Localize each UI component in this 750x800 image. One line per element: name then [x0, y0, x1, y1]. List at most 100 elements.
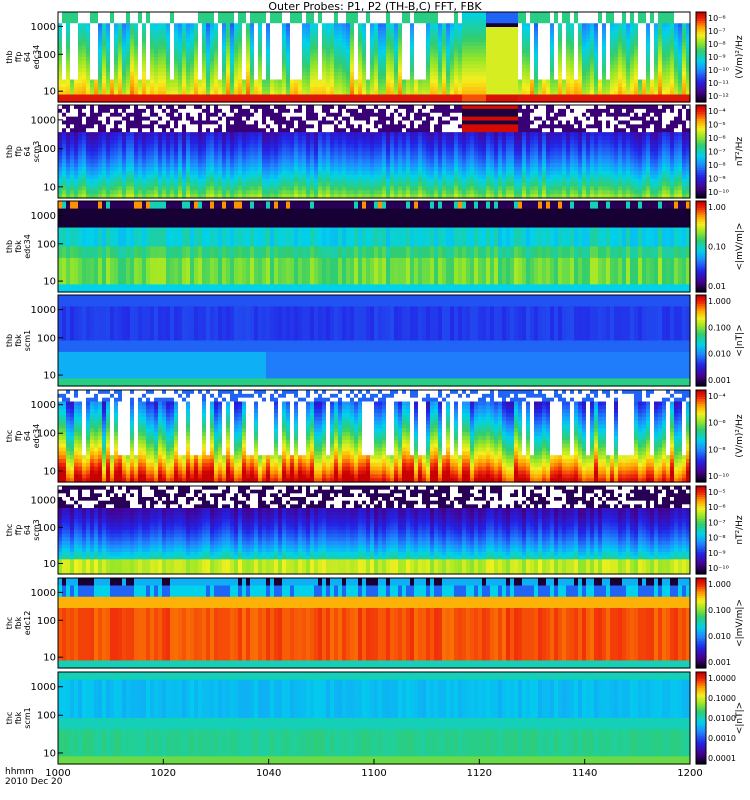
spectrogram-cell — [146, 90, 151, 96]
spectrogram-cell — [638, 53, 643, 58]
spectrogram-cell — [582, 12, 587, 17]
spectrogram-cell — [138, 182, 143, 187]
spectrogram-cell — [602, 98, 607, 103]
spectrogram-cell — [274, 64, 279, 69]
spectrogram-cell — [182, 34, 187, 39]
spectrogram-cell — [166, 30, 171, 36]
spectrogram-cell — [526, 12, 531, 17]
spectrogram-cell — [542, 72, 547, 77]
spectrogram-cell — [238, 159, 243, 164]
spectrogram-cell — [166, 151, 171, 156]
spectrogram-cell — [178, 34, 183, 39]
spectrogram-cell — [638, 49, 643, 54]
spectrogram-cell — [642, 27, 647, 32]
spectrogram-cell — [630, 60, 635, 66]
spectrogram-cell — [670, 49, 675, 54]
spectrogram-cell — [134, 108, 139, 114]
spectrogram-cell — [558, 94, 563, 99]
spectrogram-cell — [106, 38, 111, 43]
spectrogram-cell — [446, 30, 451, 36]
spectrogram-cell — [502, 87, 507, 92]
spectrogram-cell — [458, 45, 463, 51]
spectrogram-cell — [646, 49, 651, 54]
spectrogram-cell — [486, 45, 491, 51]
spectrogram-cell — [202, 147, 207, 153]
spectrogram-cell — [126, 105, 131, 110]
spectrogram-cell — [182, 143, 187, 149]
spectrogram-cell — [74, 34, 79, 39]
spectrogram-cell — [106, 116, 111, 122]
spectrogram-cell — [182, 94, 187, 99]
spectrogram-cell — [350, 42, 355, 47]
spectrogram-cell — [386, 49, 391, 54]
spectrogram-cell — [474, 72, 479, 77]
spectrogram-cell — [630, 68, 635, 73]
spectrogram-cell — [622, 49, 627, 54]
spectrogram-cell — [662, 12, 667, 17]
spectrogram-cell — [378, 98, 383, 103]
spectrogram-cell — [182, 64, 187, 69]
spectrogram-cell — [234, 23, 239, 28]
spectrogram-cell — [94, 143, 99, 149]
spectrogram-cell — [618, 60, 623, 66]
spectrogram-cell — [334, 19, 339, 24]
spectrogram-cell — [434, 72, 439, 77]
spectrogram-cell — [194, 75, 199, 81]
spectrogram-cell — [474, 60, 479, 66]
spectrogram-cell — [222, 190, 227, 195]
spectrogram-cell — [394, 60, 399, 66]
spectrogram-cell — [470, 87, 475, 92]
spectrogram-cell — [558, 38, 563, 43]
spectrogram-cell — [138, 45, 143, 51]
spectrogram-cell — [86, 143, 91, 149]
spectrogram-cell — [126, 120, 131, 125]
spectrogram-cell — [194, 53, 199, 58]
spectrogram-cell — [382, 72, 387, 77]
spectrogram-cell — [102, 87, 107, 92]
spectrogram-cell — [422, 98, 427, 103]
spectrogram-cell — [358, 79, 363, 84]
spectrogram-cell — [686, 72, 691, 77]
spectrogram-cell — [242, 194, 247, 199]
spectrogram-cell — [618, 87, 623, 92]
spectrogram-cell — [258, 42, 263, 47]
spectrogram-cell — [378, 49, 383, 54]
spectrogram-cell — [86, 64, 91, 69]
spectrogram-cell — [678, 42, 683, 47]
spectrogram-cell — [638, 83, 643, 88]
spectrogram-cell — [230, 186, 235, 191]
spectrogram-cell — [366, 23, 371, 28]
spectrogram-cell — [606, 60, 611, 66]
spectrogram-cell — [582, 60, 587, 66]
spectrogram-cell — [270, 34, 275, 39]
spectrogram-cell — [86, 87, 91, 92]
spectrogram-cell — [642, 12, 647, 17]
spectrogram-cell — [122, 116, 127, 122]
spectrogram-cell — [150, 87, 155, 92]
spectrogram-cell — [210, 182, 215, 187]
spectrogram-cell — [106, 19, 111, 24]
spectrogram-cell — [334, 75, 339, 81]
spectrogram-cell — [458, 27, 463, 32]
spectrogram-cell — [370, 87, 375, 92]
spectrogram-cell — [650, 72, 655, 77]
spectrogram-cell — [178, 45, 183, 51]
spectrogram-cell — [70, 19, 75, 24]
spectrogram-cell — [322, 30, 327, 36]
spectrogram-cell — [446, 79, 451, 84]
spectrogram-cell — [110, 60, 115, 66]
spectrogram-cell — [70, 90, 75, 96]
spectrogram-cell — [154, 15, 159, 21]
spectrogram-cell — [210, 186, 215, 191]
spectrogram-cell — [274, 34, 279, 39]
spectrogram-cell — [70, 23, 75, 28]
spectrogram-cell — [262, 90, 267, 96]
spectrogram-cell — [510, 90, 515, 96]
spectrogram-cell — [342, 19, 347, 24]
spectrogram-cell — [114, 194, 119, 199]
spectrogram-cell — [606, 53, 611, 58]
spectrogram-cell — [610, 38, 615, 43]
spectrogram-cell — [178, 23, 183, 28]
spectrogram-cell — [234, 112, 239, 118]
spectrogram-cell — [642, 57, 647, 62]
